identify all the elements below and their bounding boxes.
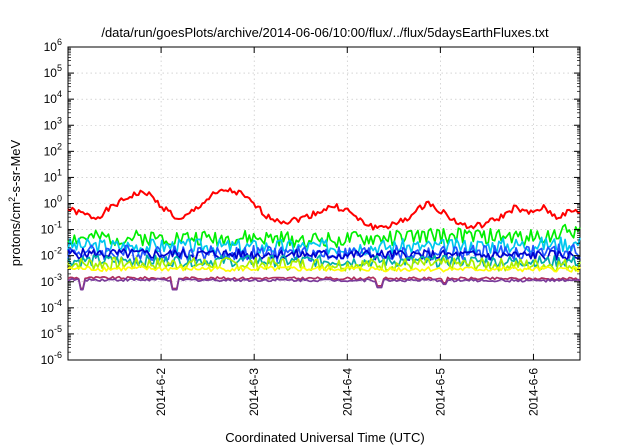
series-line-4	[67, 243, 581, 263]
series-line-2	[67, 223, 581, 249]
grid-lines	[68, 47, 580, 360]
series-line-7	[67, 256, 581, 272]
x-axis-ticks: 2014-6-2 2014-6-3 2014-6-4 2014-6-5 2014-6-6	[154, 47, 540, 416]
y-tick-label: 102	[44, 141, 62, 158]
x-tick-label: 2014-6-5	[433, 368, 447, 416]
y-tick-label: 10-1	[41, 220, 62, 237]
series-line-8	[67, 265, 581, 273]
x-axis-label: Coordinated Universal Time (UTC)	[225, 430, 424, 445]
chart-title: /data/run/goesPlots/archive/2014-06-06/1…	[101, 25, 549, 40]
y-tick-label: 100	[44, 194, 62, 211]
series-layer	[67, 187, 581, 291]
series-line-9	[67, 275, 581, 290]
y-axis-label: protons/cm2-s-sr-MeV	[7, 139, 23, 266]
y-tick-label: 10-6	[41, 350, 62, 367]
y-tick-label: 10-2	[41, 246, 62, 263]
y-tick-label: 105	[44, 63, 62, 80]
series-line-10	[67, 277, 581, 291]
series-line-6	[67, 254, 581, 268]
y-tick-label: 10-5	[41, 324, 62, 341]
x-tick-label: 2014-6-6	[526, 368, 540, 416]
x-tick-label: 2014-6-2	[154, 368, 168, 416]
series-line-1	[67, 187, 581, 231]
y-tick-label: 101	[44, 167, 62, 184]
y-tick-label: 10-3	[41, 272, 62, 289]
series-line-5	[67, 247, 581, 262]
x-tick-label: 2014-6-4	[340, 368, 354, 416]
x-tick-label: 2014-6-3	[247, 368, 261, 416]
y-tick-label: 104	[44, 89, 62, 106]
y-tick-label: 103	[44, 115, 62, 132]
y-axis-ticks: 10-6 10-5 10-4 10-3 10-2 10-1 100 101 102 103 104 1…	[41, 37, 580, 367]
y-tick-label: 10-4	[41, 298, 62, 315]
y-tick-label: 106	[44, 37, 62, 54]
